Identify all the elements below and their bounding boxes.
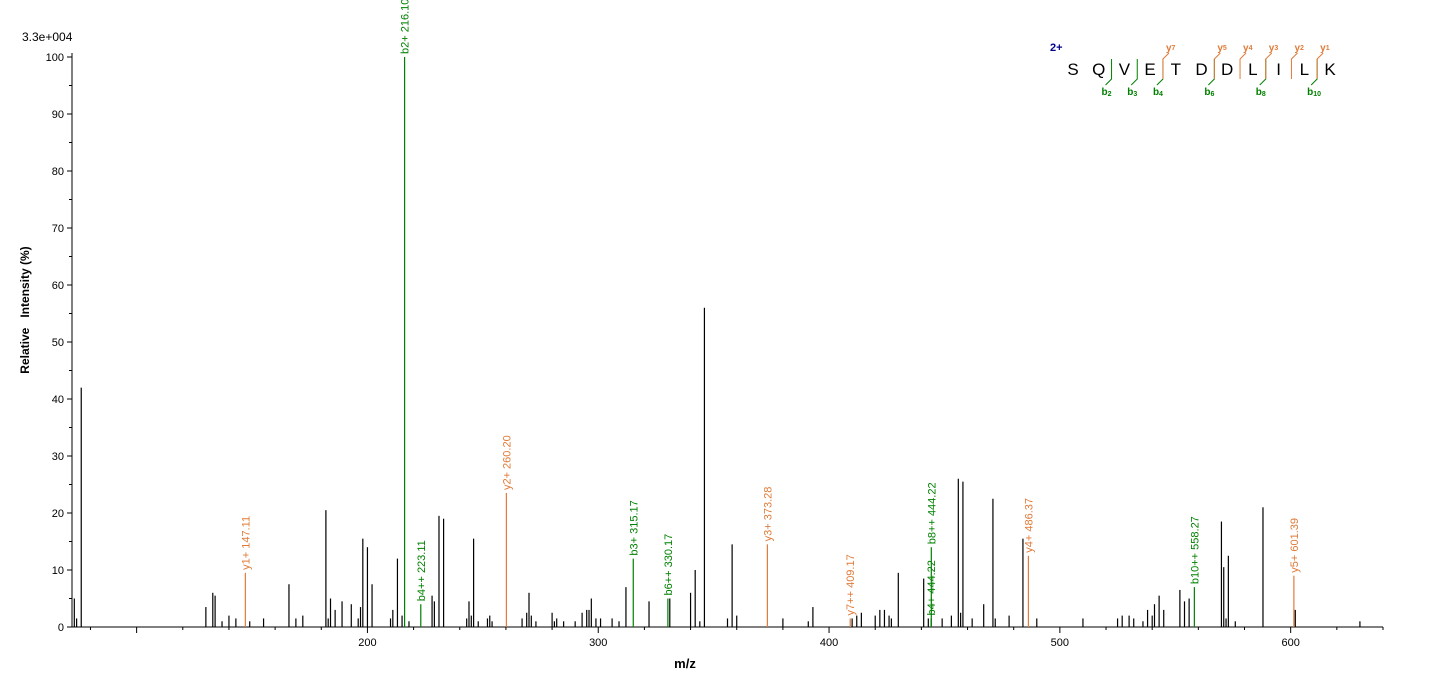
b-ion-label: b2 bbox=[1102, 87, 1112, 98]
y-ion-label: y5 bbox=[1217, 43, 1227, 54]
residue: I bbox=[1276, 60, 1281, 79]
b-ion-number: 3 bbox=[1133, 91, 1137, 98]
b-ion-label: b10 bbox=[1307, 87, 1321, 98]
residue: V bbox=[1119, 60, 1131, 79]
peak-label: b6++ 330.17 bbox=[663, 534, 675, 596]
b-ion-label: b4 bbox=[1153, 87, 1163, 98]
y-tick-label: 30 bbox=[52, 451, 64, 463]
residue: E bbox=[1144, 60, 1155, 79]
residue: S bbox=[1067, 60, 1078, 79]
b-ion-number: 4 bbox=[1159, 91, 1163, 98]
b-ion-number: 6 bbox=[1210, 91, 1214, 98]
y-ion-bracket bbox=[1213, 52, 1221, 79]
y-tick-label: 40 bbox=[52, 394, 64, 406]
b-ion-number: 8 bbox=[1262, 91, 1266, 98]
y-tick-label: 100 bbox=[46, 52, 64, 64]
peak-label: b2+ 216.10 bbox=[400, 0, 412, 54]
residue: K bbox=[1324, 60, 1336, 79]
y-ion-label: y4 bbox=[1243, 43, 1253, 54]
y-ion-number: 7 bbox=[1172, 45, 1176, 52]
y-tick-label: 60 bbox=[52, 280, 64, 292]
peak-label: b4++ 223.11 bbox=[416, 540, 428, 601]
x-tick-label: 600 bbox=[1281, 637, 1299, 649]
residue: D bbox=[1195, 60, 1207, 79]
y-ion-bracket bbox=[1265, 52, 1273, 79]
residue: D bbox=[1221, 60, 1233, 79]
y-axis-label: Relative Intensity (%) bbox=[18, 246, 32, 373]
scale-label: 3.3e+004 bbox=[22, 30, 73, 44]
b-ion-label: b6 bbox=[1204, 87, 1214, 98]
y-tick-label: 20 bbox=[52, 508, 64, 520]
y-ion-number: 1 bbox=[1326, 45, 1330, 52]
y-tick-label: 90 bbox=[52, 109, 64, 121]
y-ion-label: y2 bbox=[1294, 43, 1304, 54]
y-ion-bracket bbox=[1316, 52, 1324, 79]
peaks bbox=[73, 57, 1361, 627]
axes: 0 10 20 30 40 50 60 70 80 90 100 200 300 400 500 600 bbox=[46, 52, 1384, 649]
b-ion-bracket bbox=[1130, 59, 1138, 86]
y-ion-number: 2 bbox=[1300, 45, 1304, 52]
y-ion-label: y7 bbox=[1166, 43, 1176, 54]
peak-labels: y1+ 147.11 b2+ 216.10 b4++ 223.11 y2+ 260.2… bbox=[240, 0, 1301, 615]
y-tick-label: 50 bbox=[52, 337, 64, 349]
y-ion-bracket bbox=[1290, 52, 1298, 79]
peak-label: b4+ 444.22 bbox=[926, 560, 938, 615]
b-ion-bracket bbox=[1207, 59, 1215, 86]
y-ion-number: 4 bbox=[1249, 45, 1253, 52]
y-ion-number: 3 bbox=[1274, 45, 1278, 52]
residue: L bbox=[1300, 60, 1309, 79]
y-ion-label: y3 bbox=[1269, 43, 1279, 54]
x-tick-label: 400 bbox=[820, 637, 838, 649]
peak-label: b10++ 558.27 bbox=[1189, 516, 1201, 584]
residue: Q bbox=[1092, 60, 1105, 79]
peak-label: y2+ 260.20 bbox=[501, 435, 513, 490]
y-ion-number: 5 bbox=[1223, 45, 1227, 52]
x-tick-label: 200 bbox=[358, 637, 376, 649]
precursor-charge: 2+ bbox=[1050, 42, 1063, 54]
b-ion-number: 2 bbox=[1108, 91, 1112, 98]
b-ion-label: b3 bbox=[1127, 87, 1137, 98]
peak-label: y3+ 373.28 bbox=[762, 487, 774, 542]
y-tick-label: 0 bbox=[58, 622, 64, 634]
b-ion-bracket bbox=[1259, 59, 1267, 86]
b-ion-bracket bbox=[1156, 59, 1164, 86]
y-tick-label: 70 bbox=[52, 223, 64, 235]
b-ion-number: 10 bbox=[1313, 91, 1321, 98]
b-ion-label: b8 bbox=[1256, 87, 1266, 98]
y-ion-label: y1 bbox=[1320, 43, 1330, 54]
residue: T bbox=[1171, 60, 1181, 79]
b-ion-bracket bbox=[1310, 59, 1318, 86]
peak-label: b8++ 444.22 bbox=[926, 482, 938, 544]
peak-label: y1+ 147.11 bbox=[240, 516, 252, 570]
b-ion-bracket bbox=[1105, 59, 1113, 86]
peak-label: b3+ 315.17 bbox=[628, 500, 640, 555]
y-tick-label: 80 bbox=[52, 166, 64, 178]
peak-label: y7++ 409.17 bbox=[845, 554, 857, 615]
residue: L bbox=[1248, 60, 1257, 79]
peak-label: y5+ 601.39 bbox=[1289, 518, 1301, 573]
y-tick-label: 10 bbox=[52, 565, 64, 577]
peak-label: y4+ 486.37 bbox=[1023, 498, 1035, 553]
x-tick-label: 300 bbox=[589, 637, 607, 649]
x-axis-label: m/z bbox=[674, 656, 696, 671]
x-tick-label: 500 bbox=[1051, 637, 1069, 649]
y-ion-bracket bbox=[1239, 52, 1247, 79]
y-ion-bracket bbox=[1162, 52, 1170, 79]
